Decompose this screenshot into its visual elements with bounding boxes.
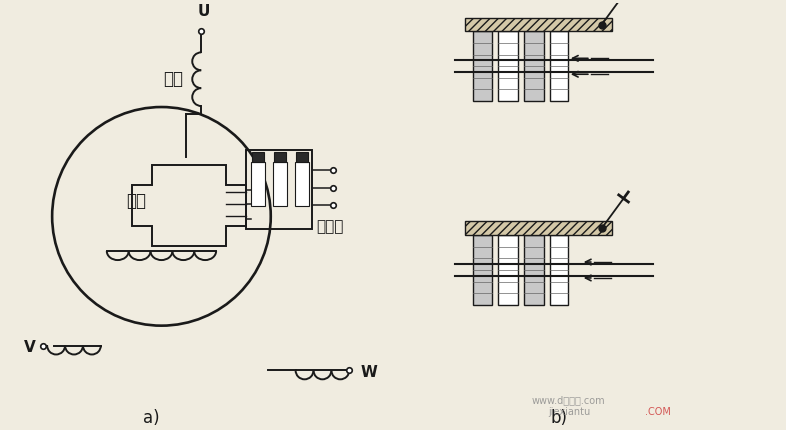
Text: V: V (24, 340, 35, 355)
Bar (498, 235, 518, 305)
Text: jiexiantu: jiexiantu (548, 407, 590, 417)
Bar (273, 162, 287, 206)
Text: U: U (198, 3, 211, 18)
Bar (465, 18, 612, 31)
Bar (252, 152, 264, 162)
Text: a): a) (143, 409, 160, 427)
Bar (498, 31, 518, 101)
Bar (295, 162, 309, 206)
Bar (550, 235, 568, 305)
Text: .COM: .COM (645, 407, 671, 417)
Bar (472, 235, 492, 305)
Text: W: W (360, 365, 377, 380)
Bar (472, 31, 492, 101)
Text: b): b) (550, 409, 567, 427)
Text: www.d接线图.com: www.d接线图.com (532, 395, 606, 405)
Bar (524, 31, 544, 101)
Bar (246, 150, 311, 229)
Bar (550, 31, 568, 101)
Text: 定子: 定子 (163, 70, 183, 88)
Bar (296, 152, 307, 162)
Bar (251, 162, 265, 206)
Text: 集电环: 集电环 (317, 219, 343, 234)
Bar (274, 152, 285, 162)
Text: 转子: 转子 (127, 193, 147, 210)
Bar (524, 235, 544, 305)
Bar (465, 221, 612, 235)
